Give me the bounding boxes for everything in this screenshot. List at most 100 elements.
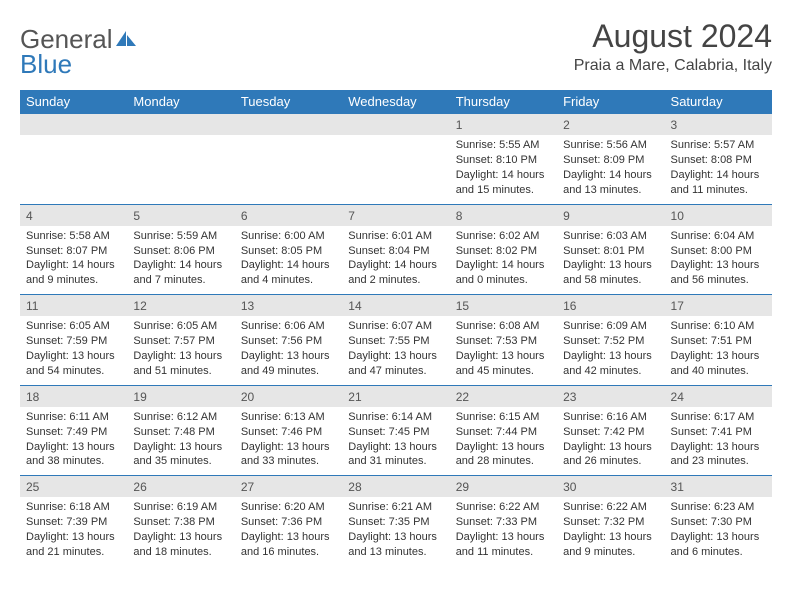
sunrise-text: Sunrise: 6:06 AM xyxy=(241,319,336,334)
day-number: 19 xyxy=(127,385,234,407)
daylight-text: Daylight: 13 hours and 13 minutes. xyxy=(348,530,443,560)
sunrise-text: Sunrise: 6:05 AM xyxy=(26,319,121,334)
daylight-text: Daylight: 13 hours and 18 minutes. xyxy=(133,530,228,560)
daylight-text: Daylight: 13 hours and 58 minutes. xyxy=(563,258,658,288)
sunset-text: Sunset: 8:00 PM xyxy=(671,244,766,259)
calendar-cell: 12Sunrise: 6:05 AMSunset: 7:57 PMDayligh… xyxy=(127,294,234,385)
sunset-text: Sunset: 8:06 PM xyxy=(133,244,228,259)
daylight-text: Daylight: 14 hours and 7 minutes. xyxy=(133,258,228,288)
day-number-empty xyxy=(20,113,127,135)
day-body: Sunrise: 6:22 AMSunset: 7:33 PMDaylight:… xyxy=(450,497,557,565)
day-body: Sunrise: 6:14 AMSunset: 7:45 PMDaylight:… xyxy=(342,407,449,475)
daylight-text: Daylight: 13 hours and 6 minutes. xyxy=(671,530,766,560)
calendar-cell: 11Sunrise: 6:05 AMSunset: 7:59 PMDayligh… xyxy=(20,294,127,385)
daylight-text: Daylight: 13 hours and 28 minutes. xyxy=(456,440,551,470)
sunrise-text: Sunrise: 6:08 AM xyxy=(456,319,551,334)
day-header: Tuesday xyxy=(235,90,342,113)
daylight-text: Daylight: 13 hours and 42 minutes. xyxy=(563,349,658,379)
sunset-text: Sunset: 8:01 PM xyxy=(563,244,658,259)
day-body: Sunrise: 6:13 AMSunset: 7:46 PMDaylight:… xyxy=(235,407,342,475)
sunset-text: Sunset: 7:51 PM xyxy=(671,334,766,349)
day-number: 12 xyxy=(127,294,234,316)
day-number: 3 xyxy=(665,113,772,135)
sunrise-text: Sunrise: 6:19 AM xyxy=(133,500,228,515)
daylight-text: Daylight: 14 hours and 0 minutes. xyxy=(456,258,551,288)
daylight-text: Daylight: 14 hours and 13 minutes. xyxy=(563,168,658,198)
sunrise-text: Sunrise: 6:20 AM xyxy=(241,500,336,515)
calendar-cell xyxy=(235,113,342,204)
sunrise-text: Sunrise: 5:59 AM xyxy=(133,229,228,244)
calendar-week: 25Sunrise: 6:18 AMSunset: 7:39 PMDayligh… xyxy=(20,475,772,566)
sunset-text: Sunset: 7:30 PM xyxy=(671,515,766,530)
daylight-text: Daylight: 14 hours and 2 minutes. xyxy=(348,258,443,288)
header: GeneralBlue August 2024 Praia a Mare, Ca… xyxy=(20,18,772,80)
day-number: 8 xyxy=(450,204,557,226)
calendar-table: SundayMondayTuesdayWednesdayThursdayFrid… xyxy=(20,90,772,566)
calendar-cell: 18Sunrise: 6:11 AMSunset: 7:49 PMDayligh… xyxy=(20,385,127,476)
day-body: Sunrise: 6:04 AMSunset: 8:00 PMDaylight:… xyxy=(665,226,772,294)
day-number: 15 xyxy=(450,294,557,316)
day-body: Sunrise: 6:12 AMSunset: 7:48 PMDaylight:… xyxy=(127,407,234,475)
sunrise-text: Sunrise: 6:23 AM xyxy=(671,500,766,515)
day-body: Sunrise: 6:08 AMSunset: 7:53 PMDaylight:… xyxy=(450,316,557,384)
sunrise-text: Sunrise: 6:03 AM xyxy=(563,229,658,244)
day-number: 13 xyxy=(235,294,342,316)
sunrise-text: Sunrise: 6:21 AM xyxy=(348,500,443,515)
day-number: 22 xyxy=(450,385,557,407)
calendar-cell: 19Sunrise: 6:12 AMSunset: 7:48 PMDayligh… xyxy=(127,385,234,476)
day-number: 21 xyxy=(342,385,449,407)
calendar-cell: 17Sunrise: 6:10 AMSunset: 7:51 PMDayligh… xyxy=(665,294,772,385)
day-body: Sunrise: 6:17 AMSunset: 7:41 PMDaylight:… xyxy=(665,407,772,475)
sunset-text: Sunset: 7:59 PM xyxy=(26,334,121,349)
day-body: Sunrise: 6:21 AMSunset: 7:35 PMDaylight:… xyxy=(342,497,449,565)
sunrise-text: Sunrise: 6:14 AM xyxy=(348,410,443,425)
calendar-cell: 10Sunrise: 6:04 AMSunset: 8:00 PMDayligh… xyxy=(665,204,772,295)
calendar-cell: 24Sunrise: 6:17 AMSunset: 7:41 PMDayligh… xyxy=(665,385,772,476)
daylight-text: Daylight: 13 hours and 45 minutes. xyxy=(456,349,551,379)
daylight-text: Daylight: 13 hours and 51 minutes. xyxy=(133,349,228,379)
day-body: Sunrise: 6:18 AMSunset: 7:39 PMDaylight:… xyxy=(20,497,127,565)
daylight-text: Daylight: 13 hours and 38 minutes. xyxy=(26,440,121,470)
calendar-cell xyxy=(127,113,234,204)
calendar-cell: 22Sunrise: 6:15 AMSunset: 7:44 PMDayligh… xyxy=(450,385,557,476)
daylight-text: Daylight: 13 hours and 49 minutes. xyxy=(241,349,336,379)
day-body: Sunrise: 6:19 AMSunset: 7:38 PMDaylight:… xyxy=(127,497,234,565)
daylight-text: Daylight: 13 hours and 21 minutes. xyxy=(26,530,121,560)
daylight-text: Daylight: 13 hours and 16 minutes. xyxy=(241,530,336,560)
calendar-cell: 27Sunrise: 6:20 AMSunset: 7:36 PMDayligh… xyxy=(235,475,342,566)
calendar-week: 18Sunrise: 6:11 AMSunset: 7:49 PMDayligh… xyxy=(20,385,772,476)
sunrise-text: Sunrise: 6:10 AM xyxy=(671,319,766,334)
calendar-cell: 26Sunrise: 6:19 AMSunset: 7:38 PMDayligh… xyxy=(127,475,234,566)
day-number: 29 xyxy=(450,475,557,497)
sunrise-text: Sunrise: 6:12 AM xyxy=(133,410,228,425)
daylight-text: Daylight: 14 hours and 9 minutes. xyxy=(26,258,121,288)
sunset-text: Sunset: 7:56 PM xyxy=(241,334,336,349)
location-text: Praia a Mare, Calabria, Italy xyxy=(574,57,772,75)
calendar-cell: 15Sunrise: 6:08 AMSunset: 7:53 PMDayligh… xyxy=(450,294,557,385)
sunset-text: Sunset: 8:09 PM xyxy=(563,153,658,168)
day-body: Sunrise: 6:09 AMSunset: 7:52 PMDaylight:… xyxy=(557,316,664,384)
sunrise-text: Sunrise: 6:18 AM xyxy=(26,500,121,515)
calendar-cell: 7Sunrise: 6:01 AMSunset: 8:04 PMDaylight… xyxy=(342,204,449,295)
day-number: 11 xyxy=(20,294,127,316)
sunset-text: Sunset: 7:45 PM xyxy=(348,425,443,440)
calendar-cell: 6Sunrise: 6:00 AMSunset: 8:05 PMDaylight… xyxy=(235,204,342,295)
day-number: 27 xyxy=(235,475,342,497)
sunrise-text: Sunrise: 6:17 AM xyxy=(671,410,766,425)
sunset-text: Sunset: 7:38 PM xyxy=(133,515,228,530)
sail-icon xyxy=(115,24,137,42)
calendar-cell: 8Sunrise: 6:02 AMSunset: 8:02 PMDaylight… xyxy=(450,204,557,295)
day-body: Sunrise: 5:56 AMSunset: 8:09 PMDaylight:… xyxy=(557,135,664,203)
day-body: Sunrise: 6:16 AMSunset: 7:42 PMDaylight:… xyxy=(557,407,664,475)
day-body: Sunrise: 6:22 AMSunset: 7:32 PMDaylight:… xyxy=(557,497,664,565)
sunset-text: Sunset: 7:46 PM xyxy=(241,425,336,440)
day-number-empty xyxy=(127,113,234,135)
calendar-cell: 9Sunrise: 6:03 AMSunset: 8:01 PMDaylight… xyxy=(557,204,664,295)
month-title: August 2024 xyxy=(574,18,772,55)
day-header: Monday xyxy=(127,90,234,113)
calendar-cell: 23Sunrise: 6:16 AMSunset: 7:42 PMDayligh… xyxy=(557,385,664,476)
sunrise-text: Sunrise: 6:22 AM xyxy=(563,500,658,515)
day-body: Sunrise: 6:01 AMSunset: 8:04 PMDaylight:… xyxy=(342,226,449,294)
sunrise-text: Sunrise: 5:57 AM xyxy=(671,138,766,153)
day-body: Sunrise: 6:20 AMSunset: 7:36 PMDaylight:… xyxy=(235,497,342,565)
